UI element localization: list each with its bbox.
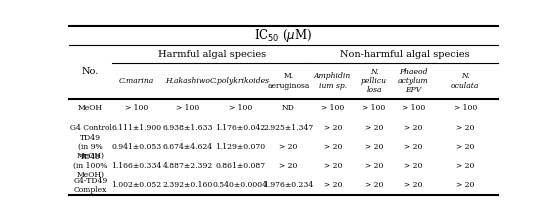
Text: 0.941±0.053: 0.941±0.053: [112, 143, 161, 151]
Text: 6.938±1.633: 6.938±1.633: [163, 124, 213, 132]
Text: > 20: > 20: [279, 143, 298, 151]
Text: N.
pellicu
losa: N. pellicu losa: [361, 68, 387, 94]
Text: > 100: > 100: [321, 104, 345, 112]
Text: N.
oculata: N. oculata: [451, 72, 479, 90]
Text: 1.002±0.052: 1.002±0.052: [112, 181, 161, 189]
Text: > 20: > 20: [456, 143, 474, 151]
Text: 1.166±0.334: 1.166±0.334: [112, 162, 162, 170]
Text: > 20: > 20: [365, 143, 383, 151]
Text: Phaeod
actylum
EPV: Phaeod actylum EPV: [398, 68, 429, 94]
Text: > 20: > 20: [324, 162, 342, 170]
Text: 0.540±0.0004: 0.540±0.0004: [212, 181, 268, 189]
Text: > 20: > 20: [279, 162, 298, 170]
Text: MeOH: MeOH: [78, 104, 103, 112]
Text: 0.861±0.087: 0.861±0.087: [215, 162, 265, 170]
Text: Amphidin
ium sp.: Amphidin ium sp.: [314, 72, 351, 90]
Text: 6.674±4.624: 6.674±4.624: [163, 143, 213, 151]
Text: > 100: > 100: [228, 104, 252, 112]
Text: > 20: > 20: [324, 181, 342, 189]
Text: IC$_{50}$ ($\mu$M): IC$_{50}$ ($\mu$M): [254, 27, 312, 44]
Text: TD49
(in 100%
MeOH): TD49 (in 100% MeOH): [74, 153, 108, 179]
Text: M.
aeruginosa: M. aeruginosa: [267, 72, 310, 90]
Text: > 20: > 20: [456, 162, 474, 170]
Text: > 100: > 100: [401, 104, 425, 112]
Text: > 20: > 20: [456, 181, 474, 189]
Text: > 20: > 20: [324, 143, 342, 151]
Text: G4-TD49
Complex: G4-TD49 Complex: [74, 177, 108, 194]
Text: TD49
(in 9%
MeOH): TD49 (in 9% MeOH): [76, 134, 105, 160]
Text: > 20: > 20: [365, 181, 383, 189]
Text: > 20: > 20: [456, 124, 474, 132]
Text: > 20: > 20: [365, 162, 383, 170]
Text: 1.129±0.070: 1.129±0.070: [215, 143, 265, 151]
Text: 4.887±2.392: 4.887±2.392: [163, 162, 213, 170]
Text: 2.925±1.347: 2.925±1.347: [263, 124, 314, 132]
Text: No.: No.: [82, 67, 99, 76]
Text: 1.976±0.234: 1.976±0.234: [263, 181, 314, 189]
Text: ND: ND: [282, 104, 295, 112]
Text: > 100: > 100: [176, 104, 200, 112]
Text: > 20: > 20: [404, 143, 422, 151]
Text: 1.176±0.042: 1.176±0.042: [215, 124, 265, 132]
Text: C.marina: C.marina: [119, 77, 154, 85]
Text: G4 Control: G4 Control: [70, 124, 112, 132]
Text: 6.111±1.900: 6.111±1.900: [112, 124, 161, 132]
Text: Harmful algal species: Harmful algal species: [158, 50, 265, 59]
Text: > 20: > 20: [365, 124, 383, 132]
Text: > 20: > 20: [404, 181, 422, 189]
Text: Non-harmful algal species: Non-harmful algal species: [340, 50, 469, 59]
Text: > 100: > 100: [125, 104, 148, 112]
Text: > 20: > 20: [404, 162, 422, 170]
Text: > 100: > 100: [362, 104, 385, 112]
Text: > 100: > 100: [453, 104, 477, 112]
Text: 2.392±0.160: 2.392±0.160: [163, 181, 213, 189]
Text: > 20: > 20: [324, 124, 342, 132]
Text: > 20: > 20: [404, 124, 422, 132]
Text: H.akashiwo: H.akashiwo: [165, 77, 211, 85]
Text: C.polykrikoides: C.polykrikoides: [210, 77, 270, 85]
